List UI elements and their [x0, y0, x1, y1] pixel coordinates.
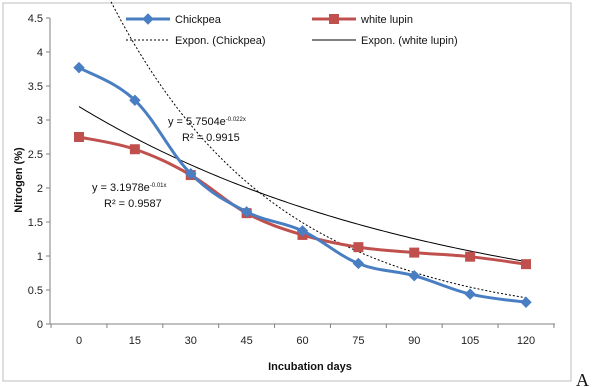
data-point: [464, 288, 476, 300]
data-point: [409, 247, 420, 258]
y-axis: 0 0.5 1 1.5 2 2.5 3 3.5 4 4.5: [28, 13, 51, 331]
x-tick-label: 0: [76, 335, 82, 347]
legend-item: Expon. (Chickpea): [126, 35, 266, 47]
trendline-annotation-lupin: y = 3.1978e-0.01x: [92, 182, 167, 194]
series: [73, 61, 532, 308]
data-point: [185, 168, 197, 180]
trendline-1: [78, 106, 527, 263]
y-tick-label: 0: [37, 319, 43, 331]
legend-label: Chickpea: [175, 14, 222, 26]
annotation-lupin-exponent: -0.01x: [150, 183, 167, 189]
x-tick-label: 105: [461, 335, 479, 347]
legend-marker: [329, 14, 339, 24]
trailing-letter: A: [576, 370, 589, 387]
y-tick-label: 3: [37, 115, 43, 127]
y-tick-label: 4: [37, 47, 43, 59]
x-tick-label: 45: [241, 335, 253, 347]
legend-label: Expon. (Chickpea): [175, 35, 266, 47]
y-tick-label: 1.5: [28, 217, 43, 229]
legend-marker: [142, 13, 154, 25]
annotation-chickpea-exponent: -0.022x: [226, 117, 246, 123]
y-tick-label: 2: [37, 183, 43, 195]
trendlines: [78, 0, 527, 299]
data-point: [240, 206, 253, 218]
x-tick-label: 30: [185, 335, 197, 347]
annotation-lupin-equation: y = 3.1978e: [92, 182, 150, 194]
y-tick-label: 4.5: [28, 13, 43, 25]
y-tick-label: 3.5: [28, 81, 43, 93]
x-tick-label: 90: [408, 335, 420, 347]
y-tick-label: 2.5: [28, 149, 43, 161]
data-point: [296, 225, 309, 237]
x-axis: 0 15 30 45 60 75 90 105 120: [50, 323, 555, 347]
data-point: [74, 132, 84, 142]
data-point: [465, 251, 476, 262]
trendline-0: [109, 0, 527, 299]
legend-item: Chickpea: [126, 13, 222, 26]
data-point: [521, 259, 531, 270]
trendline-annotation-chickpea: y = 5.7504e-0.022x: [168, 116, 246, 128]
y-tick-label: 0.5: [28, 285, 43, 297]
x-tick-label: 60: [296, 335, 308, 347]
data-point: [129, 144, 140, 155]
x-tick-label: 75: [352, 335, 364, 347]
data-point: [353, 242, 364, 253]
data-point: [352, 257, 365, 270]
y-tick-label: 1: [37, 251, 43, 263]
legend-item: white lupin: [312, 14, 413, 26]
data-point: [129, 94, 141, 106]
trendline-annotation-chickpea-r2: R² = 0.9915: [182, 132, 240, 144]
x-axis-title: Incubation days: [268, 361, 352, 373]
legend-label: Expon. (white lupin): [361, 35, 458, 47]
legend: Chickpea white lupin Expon. (Chickpea) Expo…: [126, 13, 458, 47]
chart-border: [2, 2, 572, 382]
data-point: [73, 61, 85, 74]
data-point: [408, 270, 420, 282]
x-tick-label: 120: [517, 335, 535, 347]
data-point: [520, 296, 532, 308]
y-axis-title: Nitrogen (%): [13, 147, 25, 213]
legend-label: white lupin: [360, 14, 413, 26]
trendline-annotation-lupin-r2: R² = 0.9587: [104, 198, 162, 210]
x-tick-label: 15: [129, 335, 141, 347]
legend-item: Expon. (white lupin): [312, 35, 458, 47]
annotation-chickpea-equation: y = 5.7504e: [168, 116, 226, 128]
